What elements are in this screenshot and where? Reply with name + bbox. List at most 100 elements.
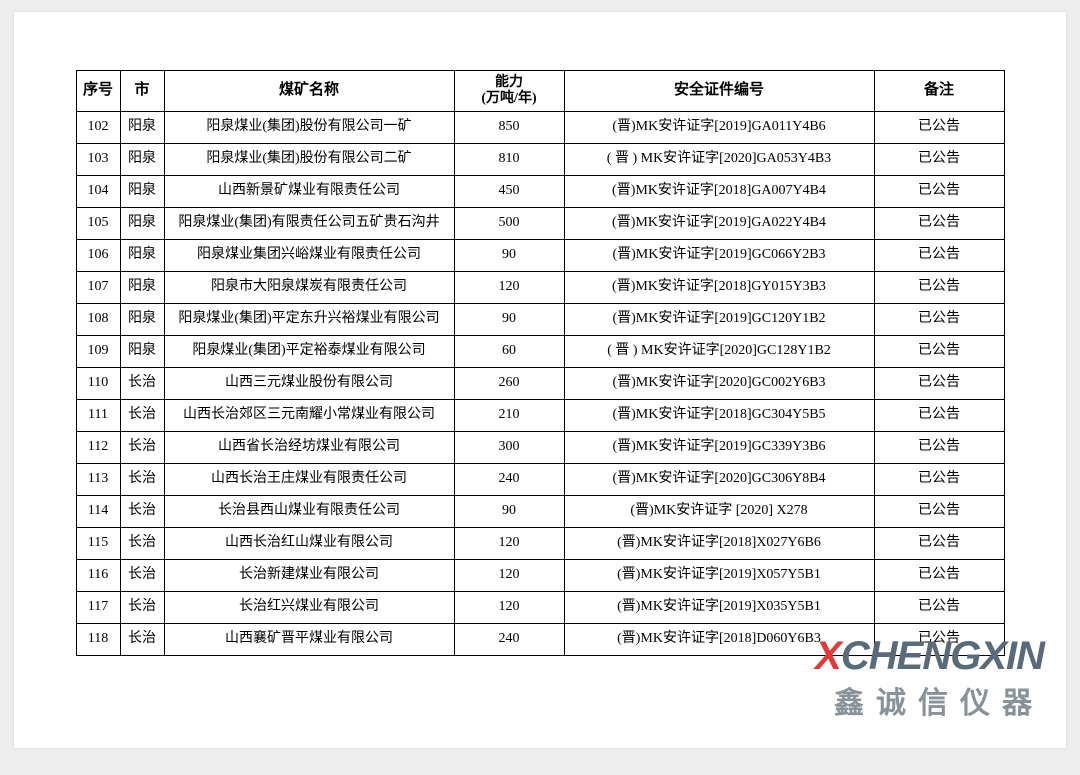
cell-note: 已公告 [874,272,1004,304]
cell-city: 长治 [120,368,164,400]
cell-cert: (晋)MK安许证字[2019]GC120Y1B2 [564,304,874,336]
header-capacity: 能力 (万吨/年) [454,71,564,112]
table-row: 113长治山西长治王庄煤业有限责任公司240(晋)MK安许证字[2020]GC3… [76,464,1004,496]
cell-name: 长治县西山煤业有限责任公司 [164,496,454,528]
cell-name: 长治新建煤业有限公司 [164,560,454,592]
cell-cap: 90 [454,240,564,272]
cell-city: 长治 [120,592,164,624]
table-row: 118长治山西襄矿晋平煤业有限公司240(晋)MK安许证字[2018]D060Y… [76,624,1004,656]
table-row: 107阳泉阳泉市大阳泉煤炭有限责任公司120(晋)MK安许证字[2018]GY0… [76,272,1004,304]
cell-city: 阳泉 [120,112,164,144]
cell-cert: ( 晋 ) MK安许证字[2020]GA053Y4B3 [564,144,874,176]
cell-name: 阳泉煤业(集团)平定东升兴裕煤业有限公司 [164,304,454,336]
table-row: 116长治长治新建煤业有限公司120(晋)MK安许证字[2019]X057Y5B… [76,560,1004,592]
cell-cert: (晋)MK安许证字[2019]GC066Y2B3 [564,240,874,272]
cell-seq: 110 [76,368,120,400]
cell-seq: 103 [76,144,120,176]
cell-cap: 120 [454,592,564,624]
cell-cert: (晋)MK安许证字[2019]GA022Y4B4 [564,208,874,240]
cell-cert: (晋)MK安许证字[2020]GC002Y6B3 [564,368,874,400]
cell-city: 长治 [120,432,164,464]
cell-city: 阳泉 [120,272,164,304]
cell-name: 山西三元煤业股份有限公司 [164,368,454,400]
cell-note: 已公告 [874,176,1004,208]
header-seq: 序号 [76,71,120,112]
cell-city: 阳泉 [120,144,164,176]
cell-cert: (晋)MK安许证字[2018]D060Y6B3 [564,624,874,656]
cell-seq: 111 [76,400,120,432]
header-capacity-line2: (万吨/年) [455,91,564,107]
cell-cert: (晋)MK安许证字[2018]GY015Y3B3 [564,272,874,304]
cell-note: 已公告 [874,496,1004,528]
cell-cert: (晋)MK安许证字[2018]GC304Y5B5 [564,400,874,432]
cell-seq: 114 [76,496,120,528]
header-cert: 安全证件编号 [564,71,874,112]
cell-cert: (晋)MK安许证字[2019]GA011Y4B6 [564,112,874,144]
table-row: 111长治山西长治郊区三元南耀小常煤业有限公司210(晋)MK安许证字[2018… [76,400,1004,432]
cell-seq: 106 [76,240,120,272]
cell-name: 山西长治郊区三元南耀小常煤业有限公司 [164,400,454,432]
cell-name: 山西新景矿煤业有限责任公司 [164,176,454,208]
cell-cap: 260 [454,368,564,400]
cell-city: 长治 [120,624,164,656]
cell-name: 山西省长治经坊煤业有限公司 [164,432,454,464]
table-row: 106阳泉阳泉煤业集团兴峪煤业有限责任公司90(晋)MK安许证字[2019]GC… [76,240,1004,272]
cell-cert: (晋)MK安许证字[2018]GA007Y4B4 [564,176,874,208]
cell-name: 阳泉煤业(集团)股份有限公司一矿 [164,112,454,144]
table-row: 103阳泉阳泉煤业(集团)股份有限公司二矿810( 晋 ) MK安许证字[202… [76,144,1004,176]
cell-cap: 240 [454,624,564,656]
table-row: 109阳泉阳泉煤业(集团)平定裕泰煤业有限公司60( 晋 ) MK安许证字[20… [76,336,1004,368]
cell-cert: (晋)MK安许证字[2020]GC306Y8B4 [564,464,874,496]
table-row: 114长治长治县西山煤业有限责任公司90(晋)MK安许证字 [2020] X27… [76,496,1004,528]
cell-note: 已公告 [874,368,1004,400]
cell-cap: 90 [454,304,564,336]
table-row: 115长治山西长治红山煤业有限公司120(晋)MK安许证字[2018]X027Y… [76,528,1004,560]
cell-name: 长治红兴煤业有限公司 [164,592,454,624]
cell-note: 已公告 [874,208,1004,240]
cell-name: 阳泉煤业集团兴峪煤业有限责任公司 [164,240,454,272]
cell-city: 长治 [120,400,164,432]
cell-cap: 210 [454,400,564,432]
cell-cert: (晋)MK安许证字[2019]X057Y5B1 [564,560,874,592]
cell-seq: 102 [76,112,120,144]
cell-note: 已公告 [874,240,1004,272]
document-page: 序号 市 煤矿名称 能力 (万吨/年) 安全证件编号 备注 102阳泉阳泉煤业(… [14,12,1066,748]
table-row: 102阳泉阳泉煤业(集团)股份有限公司一矿850(晋)MK安许证字[2019]G… [76,112,1004,144]
cell-note: 已公告 [874,432,1004,464]
cell-name: 阳泉煤业(集团)平定裕泰煤业有限公司 [164,336,454,368]
cell-name: 阳泉煤业(集团)有限责任公司五矿贵石沟井 [164,208,454,240]
cell-note: 已公告 [874,144,1004,176]
table-row: 117长治长治红兴煤业有限公司120(晋)MK安许证字[2019]X035Y5B… [76,592,1004,624]
cell-seq: 112 [76,432,120,464]
cell-seq: 116 [76,560,120,592]
table-row: 110长治山西三元煤业股份有限公司260(晋)MK安许证字[2020]GC002… [76,368,1004,400]
table-row: 104阳泉山西新景矿煤业有限责任公司450(晋)MK安许证字[2018]GA00… [76,176,1004,208]
cell-name: 阳泉煤业(集团)股份有限公司二矿 [164,144,454,176]
cell-cert: (晋)MK安许证字[2018]X027Y6B6 [564,528,874,560]
cell-seq: 118 [76,624,120,656]
header-note: 备注 [874,71,1004,112]
cell-note: 已公告 [874,400,1004,432]
cell-note: 已公告 [874,560,1004,592]
cell-cert: (晋)MK安许证字[2019]GC339Y3B6 [564,432,874,464]
cell-city: 长治 [120,560,164,592]
cell-city: 阳泉 [120,304,164,336]
cell-name: 山西襄矿晋平煤业有限公司 [164,624,454,656]
watermark-sub: 鑫诚信仪器 [815,678,1044,722]
cell-cap: 850 [454,112,564,144]
cell-city: 阳泉 [120,336,164,368]
header-name: 煤矿名称 [164,71,454,112]
cell-note: 已公告 [874,336,1004,368]
cell-seq: 108 [76,304,120,336]
cell-seq: 109 [76,336,120,368]
cell-note: 已公告 [874,112,1004,144]
table-row: 105阳泉阳泉煤业(集团)有限责任公司五矿贵石沟井500(晋)MK安许证字[20… [76,208,1004,240]
cell-note: 已公告 [874,592,1004,624]
cell-cap: 810 [454,144,564,176]
cell-seq: 117 [76,592,120,624]
cell-cert: (晋)MK安许证字 [2020] X278 [564,496,874,528]
cell-cap: 240 [454,464,564,496]
cell-city: 阳泉 [120,240,164,272]
cell-cap: 60 [454,336,564,368]
table-header: 序号 市 煤矿名称 能力 (万吨/年) 安全证件编号 备注 [76,71,1004,112]
